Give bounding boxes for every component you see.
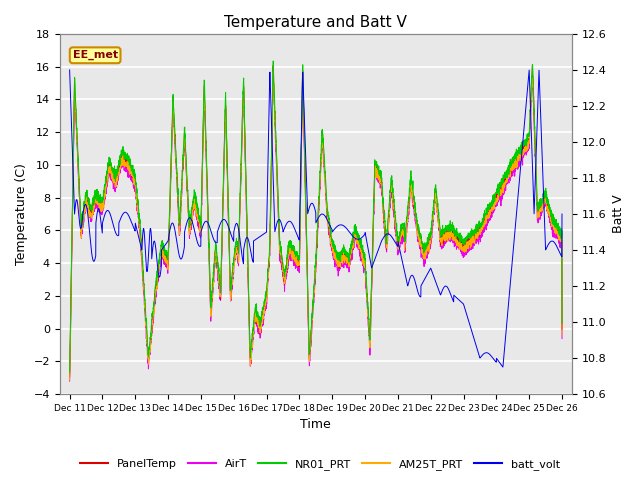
AirT [548,230,556,236]
NR01_PRT [558,321,566,326]
batt_volt [66,67,74,73]
Y-axis label: Batt V: Batt V [612,195,625,233]
Y-axis label: Temperature (C): Temperature (C) [15,163,28,265]
NR01_PRT [495,183,503,189]
NR01_PRT [548,215,556,221]
AM25T_PRT [548,221,556,227]
AirT [558,336,566,341]
PanelTemp [151,295,159,301]
batt_volt [499,364,507,370]
AirT [529,70,536,75]
AM25T_PRT [66,377,74,383]
AM25T_PRT [255,324,262,330]
PanelTemp [548,217,556,223]
X-axis label: Time: Time [300,419,331,432]
batt_volt [548,238,556,244]
batt_volt [276,217,284,223]
PanelTemp [276,241,284,247]
batt_volt [122,209,130,215]
batt_volt [151,240,159,246]
NR01_PRT [151,285,159,291]
AM25T_PRT [558,332,566,337]
PanelTemp [529,62,536,68]
Text: EE_met: EE_met [72,50,118,60]
AirT [66,378,74,384]
NR01_PRT [255,317,262,323]
PanelTemp [495,187,503,192]
batt_volt [255,235,262,240]
AirT [122,161,130,167]
NR01_PRT [269,58,277,64]
batt_volt [495,359,503,365]
AM25T_PRT [151,297,159,302]
Line: NR01_PRT: NR01_PRT [70,61,562,372]
AM25T_PRT [276,248,284,253]
PanelTemp [255,320,262,326]
NR01_PRT [276,241,284,247]
PanelTemp [122,158,130,164]
batt_volt [558,211,566,217]
AirT [255,328,262,334]
Line: PanelTemp: PanelTemp [70,65,562,377]
AirT [151,301,159,307]
Legend: PanelTemp, AirT, NR01_PRT, AM25T_PRT, batt_volt: PanelTemp, AirT, NR01_PRT, AM25T_PRT, ba… [76,455,564,474]
PanelTemp [66,374,74,380]
Line: AirT: AirT [70,72,562,381]
AM25T_PRT [495,191,503,196]
Title: Temperature and Batt V: Temperature and Batt V [225,15,407,30]
AirT [495,196,503,202]
PanelTemp [558,326,566,332]
NR01_PRT [122,152,130,158]
AirT [276,248,284,253]
NR01_PRT [66,370,74,375]
AM25T_PRT [529,65,536,71]
Line: AM25T_PRT: AM25T_PRT [70,68,562,380]
Line: batt_volt: batt_volt [70,70,562,367]
AM25T_PRT [122,161,130,167]
